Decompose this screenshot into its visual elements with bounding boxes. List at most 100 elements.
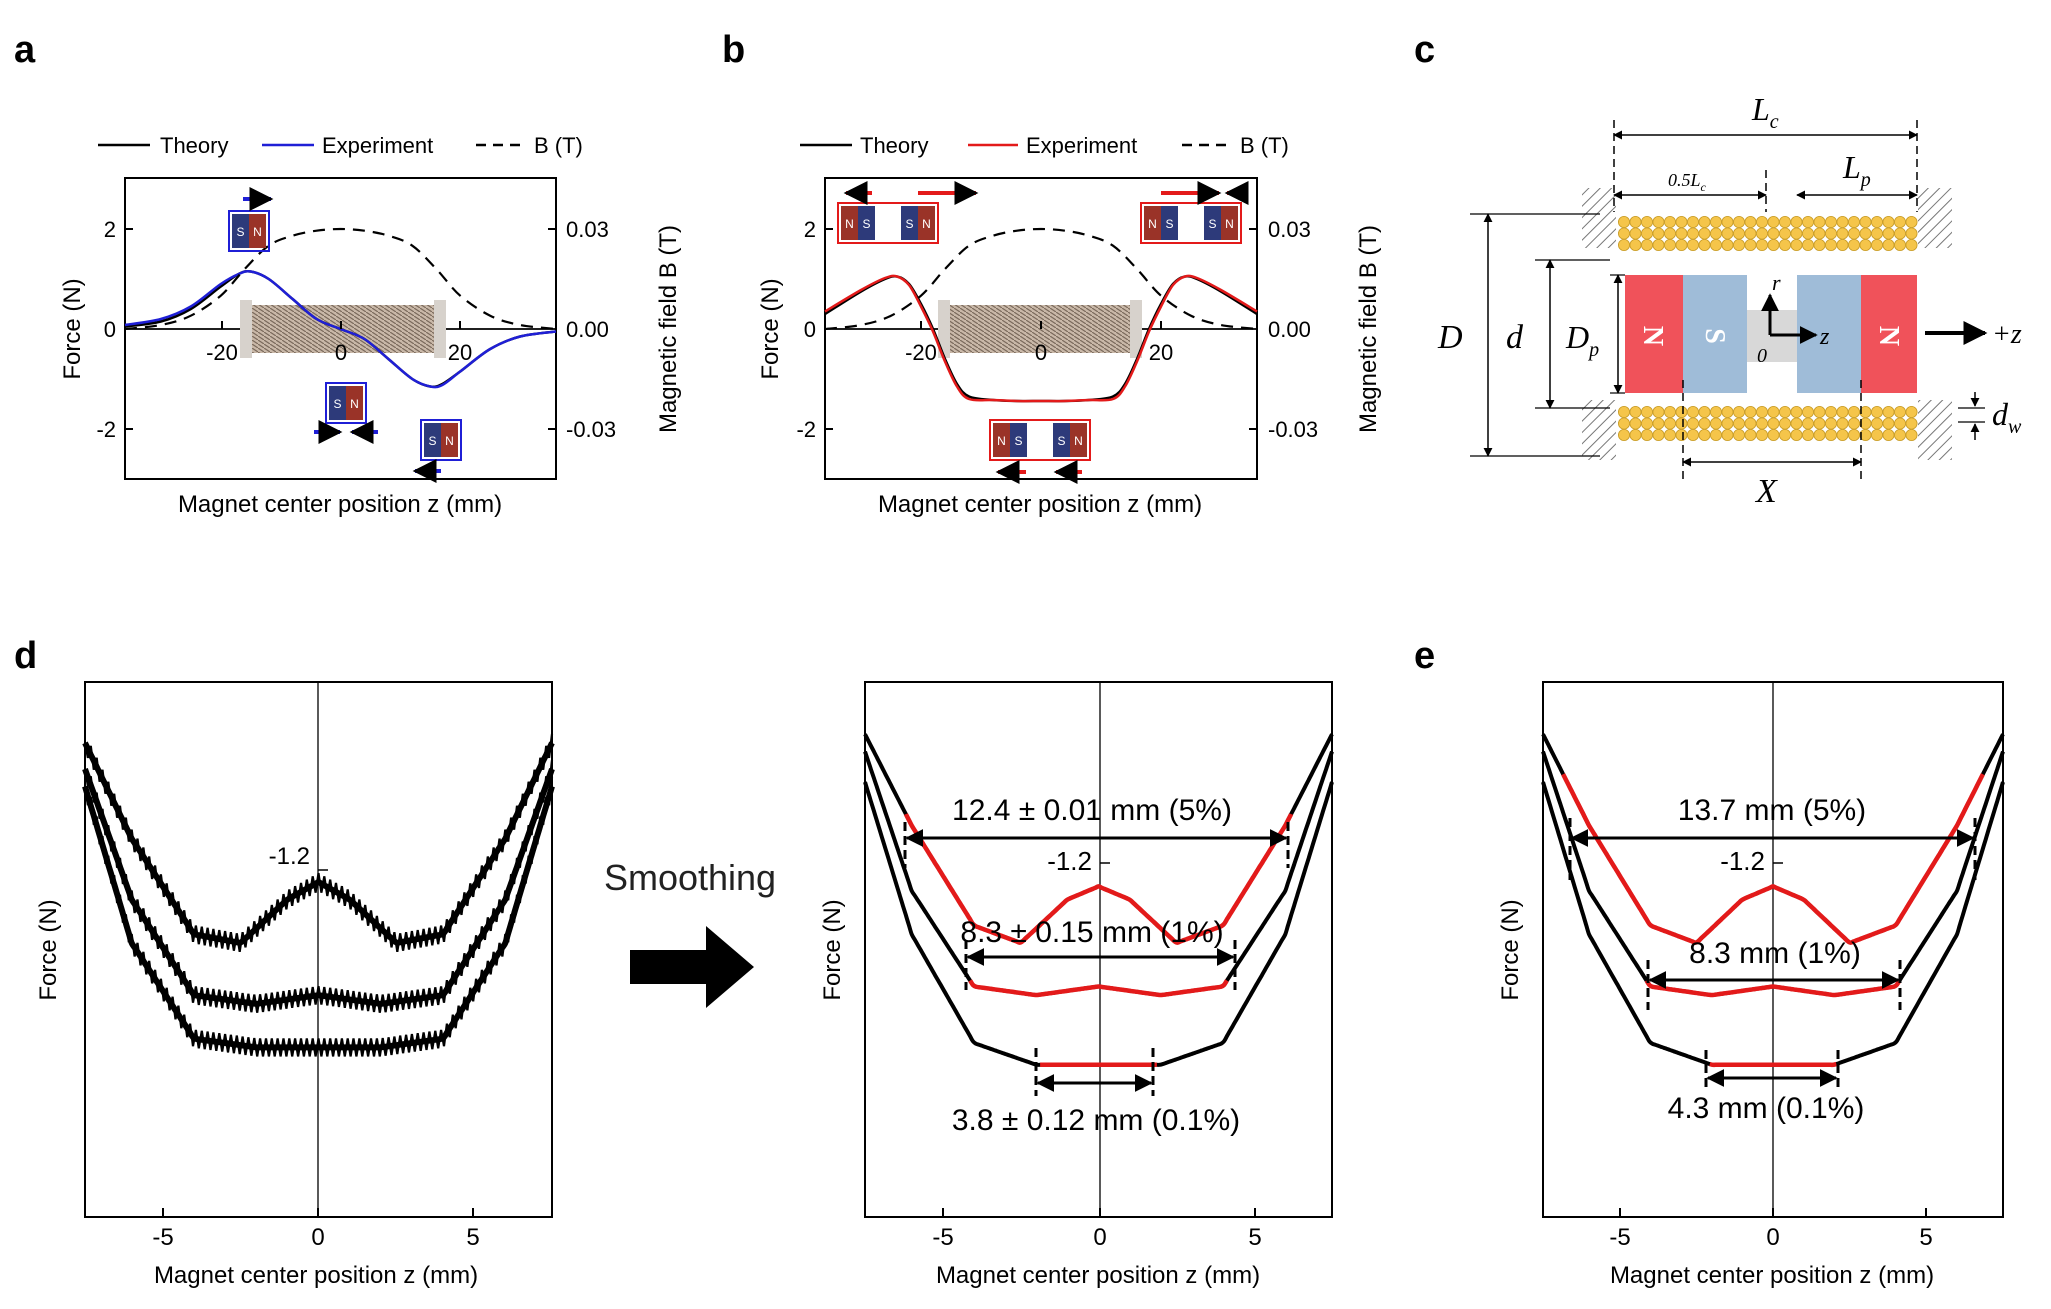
ytick-b-0: 2 [804,217,816,242]
coil-turn [1825,238,1838,251]
xticks-a: -20 0 20 [206,321,472,365]
y2tick-a-2: -0.03 [566,417,616,442]
raw-force-band-1 [82,767,555,1007]
annotation-d-2: 3.8 ± 0.12 mm (0.1%) [952,1104,1240,1137]
magnet-icon-a3: S N [412,419,462,483]
coil-turn [1790,238,1803,251]
y2tick-b-0: 0.03 [1268,217,1311,242]
xlabel-d-smoothed: Magnet center position z (mm) [936,1262,1260,1289]
panel-label-a: a [14,29,36,71]
coil-turn [1871,405,1884,418]
coil-turn [1871,227,1884,240]
coil-turn [1618,417,1631,430]
y2tick-b-2: -0.03 [1268,417,1318,442]
coil-turn [1790,417,1803,430]
coil-turn [1848,215,1861,228]
coil-turn [1756,227,1769,240]
magnet-letter-n: N [845,217,854,231]
xtick-d-smoothed-0: -5 [932,1224,953,1251]
coil-turn [1721,238,1734,251]
panel-a: a Theory Experiment B (T) -20 0 20 2 [14,29,682,518]
coil-turn [1894,215,1907,228]
ytick-b-1: 0 [804,317,816,342]
y2tick-b-1: 0.00 [1268,317,1311,342]
coil-turn [1825,227,1838,240]
magnet-letter-s: S [905,217,913,231]
hatch-bottom-left [1582,400,1616,460]
series-b-t--line [124,227,557,331]
legend-a-theory: Theory [160,133,228,158]
coil-turn [1664,405,1677,418]
legend-b: Theory Experiment B (T) [800,133,1289,158]
coil-turn [1698,417,1711,430]
coil-turn [1882,227,1895,240]
magnet-letter-s: S [428,434,436,448]
coil-turn [1698,238,1711,251]
coil-turn [1664,417,1677,430]
annotation-e-1: 8.3 mm (1%) [1689,937,1861,970]
magnet-pair-icon-b2: N S S N [1140,181,1249,244]
magnet-letter-n: N [1148,217,1157,231]
coil-turn [1802,238,1815,251]
coil-turn [1641,238,1654,251]
coil-turn [1744,417,1757,430]
panel-d-smoothed: -1.2 12.4 ± 0.01 mm (5%) 8.3 ± 0.15 mm (… [819,681,1334,1289]
coil-turn [1698,428,1711,441]
range-01pct-e: 4.3 mm (0.1%) [1668,1050,1864,1125]
coil-turn [1813,417,1826,430]
label-lc: Lc [1751,91,1779,133]
coil-turn [1629,215,1642,228]
coil-turn [1848,227,1861,240]
coil-turn [1664,428,1677,441]
coil-turn [1733,238,1746,251]
coil-turn [1882,238,1895,251]
coil-turn [1905,405,1918,418]
coil-turn [1721,428,1734,441]
coil-turn [1905,227,1918,240]
coil-turn [1721,417,1734,430]
coil-turn [1744,405,1757,418]
coil-turn [1733,215,1746,228]
coil-turn [1687,227,1700,240]
coil-turn [1756,238,1769,251]
plot-frame-d-smoothed [864,681,1333,1218]
legend-b-b: B (T) [1240,133,1289,158]
legend-b-theory: Theory [860,133,928,158]
coil-turn [1813,428,1826,441]
panel-label-d: d [14,635,37,677]
ytick-a-2: -2 [96,417,116,442]
coil-turn [1675,405,1688,418]
coil-turn [1767,215,1780,228]
xlabel-a: Magnet center position z (mm) [178,491,502,518]
xtick-d-raw-0: -5 [152,1224,173,1251]
ylabel-e: Force (N) [1497,899,1524,1000]
coil-turn [1790,227,1803,240]
coil-turn [1641,428,1654,441]
coil-turn [1652,215,1665,228]
range-1pct-d: 8.3 ± 0.15 mm (1%) [960,916,1237,990]
xtick-d-raw-2: 5 [466,1224,479,1251]
coil-turn [1813,215,1826,228]
coil-turn [1779,405,1792,418]
coil-turn [1836,215,1849,228]
ytick-e: -1.2 [1720,846,1765,876]
coil-turn [1825,417,1838,430]
coil-turn [1756,417,1769,430]
coil-turn [1836,417,1849,430]
y2ticks-b: 0.03 0.00 -0.03 [1249,217,1318,442]
coil-turn [1664,227,1677,240]
coil-turn [1894,428,1907,441]
magnet-pair-icon-b1: N S S N [837,181,979,244]
ylabel-d-smoothed: Force (N) [819,899,846,1000]
magnet-letter-s: S [1014,434,1022,448]
panel-e: e -1.2 13.7 mm (5%) 8.3 mm (1%) 4.3 mm (… [1414,635,2005,1289]
coil-turn [1836,428,1849,441]
coil-turn [1675,215,1688,228]
coil-turn [1779,428,1792,441]
coil-turn [1825,405,1838,418]
coil-turn [1825,215,1838,228]
coil-turn [1687,428,1700,441]
xticks-d-smoothed: -5 0 5 [932,1208,1262,1251]
coil-turn [1698,405,1711,418]
